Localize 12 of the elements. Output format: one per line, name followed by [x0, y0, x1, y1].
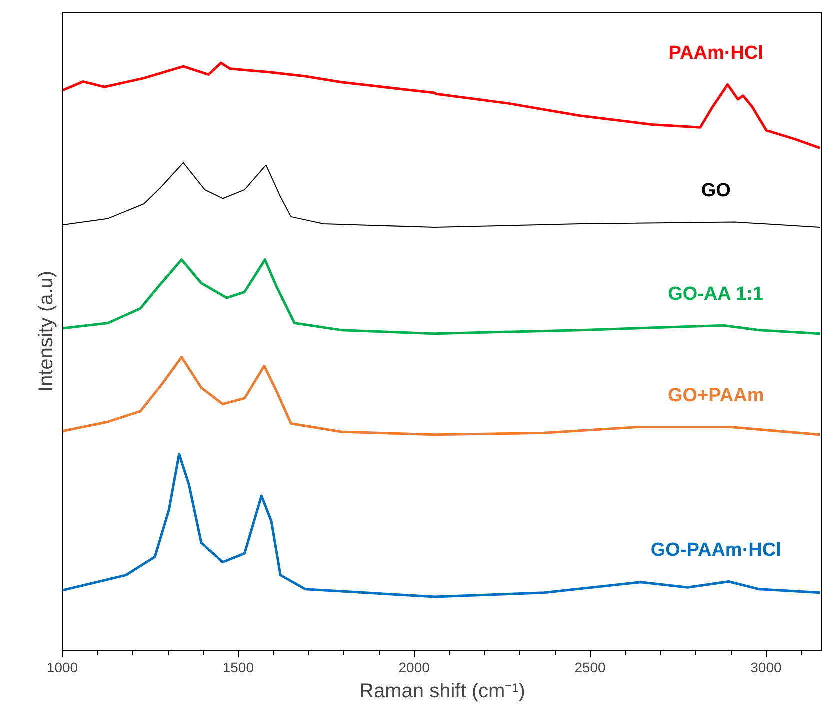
series-label: PAAm·HCl	[668, 43, 764, 64]
series-label: GO-PAAm·HCl	[650, 540, 782, 562]
x-tick-label: 1000	[46, 660, 78, 676]
x-tick-label: 3000	[750, 660, 782, 676]
x-axis-title: Raman shift (cm⁻¹)	[360, 680, 526, 702]
series-label: GO	[701, 180, 731, 202]
x-tick-label: 2000	[398, 660, 430, 676]
x-tick-label: 1500	[222, 660, 254, 676]
y-axis-title: Intensity (a.u)	[36, 270, 58, 392]
x-tick-label: 2500	[574, 660, 606, 676]
series-label: GO+PAAm	[668, 386, 764, 407]
series-label: GO-AA 1:1	[668, 284, 764, 306]
